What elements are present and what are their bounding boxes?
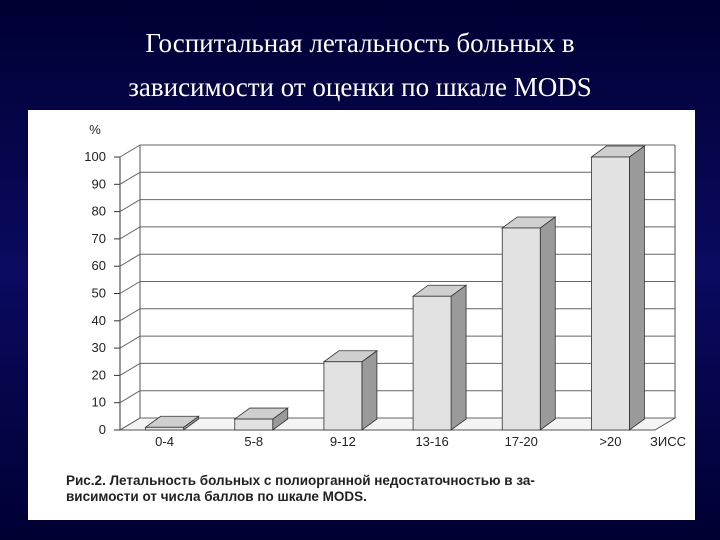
grid-line bbox=[119, 253, 141, 267]
y-tick-label: 50 bbox=[92, 286, 106, 301]
title-line: зависимости от оценки по шкале MODS bbox=[128, 72, 592, 102]
grid-line bbox=[119, 281, 141, 294]
bar bbox=[145, 426, 184, 431]
y-tick-label: 100 bbox=[84, 149, 106, 164]
y-tick-label: 80 bbox=[92, 204, 106, 219]
x-tick-label: 13-16 bbox=[415, 434, 448, 449]
grid-line bbox=[119, 417, 141, 431]
bar bbox=[412, 295, 452, 431]
grid-line bbox=[119, 199, 141, 213]
y-tick-label: 60 bbox=[92, 258, 106, 273]
grid-line bbox=[119, 226, 141, 240]
bar bbox=[234, 418, 274, 431]
y-tick-label: 90 bbox=[92, 176, 106, 191]
bar-side bbox=[361, 349, 378, 431]
x-tick-label: 0-4 bbox=[155, 434, 174, 449]
y-tick-label: 70 bbox=[92, 231, 106, 246]
grid-line bbox=[119, 362, 141, 376]
bar bbox=[323, 361, 363, 431]
y-label: % bbox=[89, 122, 101, 137]
x-tick-label: 5-8 bbox=[244, 434, 263, 449]
grid-line bbox=[119, 171, 141, 185]
bar bbox=[501, 227, 541, 431]
y-tick-label: 0 bbox=[99, 422, 106, 437]
x-tick-label: 9-12 bbox=[330, 434, 356, 449]
bar-side bbox=[539, 216, 556, 431]
caption: Рис.2. Летальность больных с полиорганно… bbox=[66, 473, 535, 488]
chart-panel bbox=[28, 110, 695, 520]
bar bbox=[591, 156, 630, 431]
caption: висимости от числа баллов по шкале MODS. bbox=[66, 489, 367, 504]
bar-side bbox=[450, 284, 467, 431]
x-tick-label: 17-20 bbox=[505, 434, 538, 449]
grid-line bbox=[119, 144, 141, 158]
title-line: Госпитальная летальность больных в bbox=[145, 28, 574, 58]
grid-line bbox=[119, 335, 141, 349]
bar-side bbox=[629, 145, 645, 431]
x-end-label: ЗИСС bbox=[650, 434, 686, 449]
grid-line bbox=[119, 390, 141, 404]
y-tick-label: 30 bbox=[92, 340, 106, 355]
y-tick-label: 20 bbox=[92, 367, 106, 382]
y-tick-label: 10 bbox=[92, 395, 106, 410]
grid-line bbox=[119, 308, 141, 322]
x-tick-label: >20 bbox=[599, 434, 621, 449]
y-tick-label: 40 bbox=[92, 313, 106, 328]
